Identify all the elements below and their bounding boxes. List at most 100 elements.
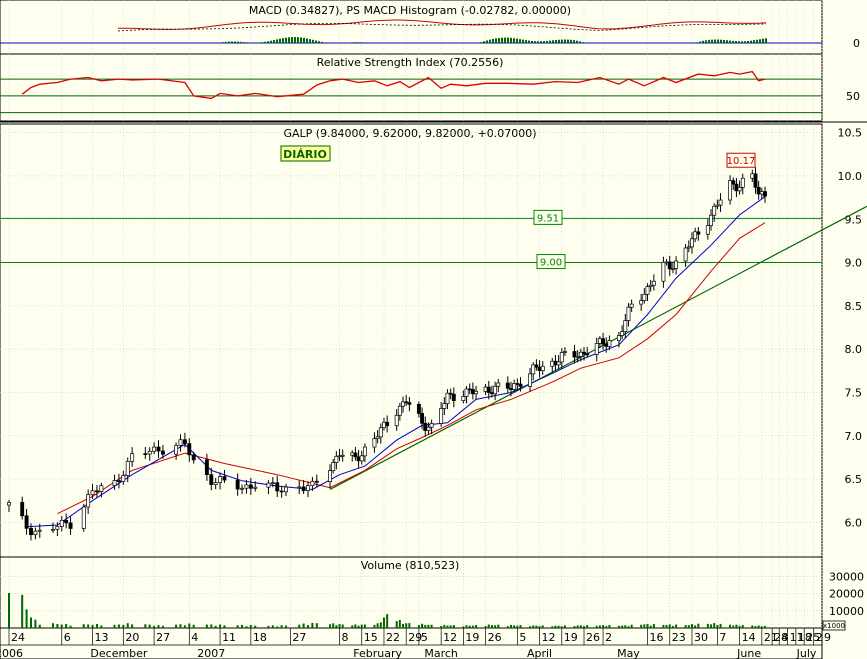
rsi-line xyxy=(21,70,766,100)
volume-bar xyxy=(376,623,379,628)
volume-bar xyxy=(100,625,103,628)
macd-histogram-bar xyxy=(759,39,761,43)
volume-layer: 30000 20000 10000 xyxy=(0,571,864,628)
volume-bar xyxy=(214,625,217,628)
macd-histogram-bar xyxy=(549,40,551,43)
candle-body xyxy=(235,479,240,490)
volume-bar xyxy=(245,626,248,628)
candle-body xyxy=(429,423,434,428)
macd-histogram-bar xyxy=(525,40,527,43)
candle-body xyxy=(737,187,742,192)
volume-bar xyxy=(583,626,586,628)
volume-bar xyxy=(131,624,134,628)
candle-body xyxy=(540,365,545,371)
volume-bar xyxy=(551,626,554,628)
volume-bar xyxy=(219,624,222,628)
volume-bar xyxy=(617,625,620,628)
candle-body xyxy=(340,454,345,457)
macd-histogram-bar xyxy=(261,42,263,43)
volume-bar xyxy=(417,625,420,628)
macd-histogram-bar xyxy=(273,40,275,43)
candle-body xyxy=(407,402,412,405)
macd-histogram-bar xyxy=(534,41,536,43)
volume-bar xyxy=(236,625,239,628)
candle-body xyxy=(474,390,479,395)
candle-body xyxy=(728,180,733,201)
candle-body xyxy=(362,446,367,457)
x-tick-label: 27 xyxy=(156,631,170,644)
candle-body xyxy=(156,446,161,452)
macd-histogram-bar xyxy=(528,40,530,43)
candle-body xyxy=(420,413,425,424)
price-tick-label: 10.5 xyxy=(838,127,863,140)
volume-bar xyxy=(684,625,687,628)
macd-histogram-bar xyxy=(249,42,251,43)
candle-body xyxy=(753,173,758,188)
candle-body xyxy=(213,482,218,485)
volume-bar xyxy=(643,624,646,628)
volume-bar xyxy=(188,623,191,628)
candle-body xyxy=(604,343,609,347)
volume-bar xyxy=(573,626,576,628)
macd-histogram-bar xyxy=(696,42,698,43)
macd-histogram-bar xyxy=(522,39,524,43)
macd-histogram-bar xyxy=(570,39,572,43)
volume-bar xyxy=(382,617,385,628)
macd-histogram-bar xyxy=(495,38,497,43)
macd-histogram-bar xyxy=(300,37,302,43)
candle-body xyxy=(705,225,710,235)
candle-body xyxy=(629,303,634,308)
macd-histogram-bar xyxy=(717,39,719,43)
macd-histogram-bar xyxy=(498,37,500,43)
volume-bar xyxy=(398,619,401,628)
x-month-label: May xyxy=(617,647,640,659)
candle-body xyxy=(51,528,55,531)
price-tick-label: 8.0 xyxy=(845,343,863,356)
candle-body xyxy=(489,392,494,395)
volume-bar xyxy=(627,626,630,628)
price-panel xyxy=(0,123,823,558)
candle-body xyxy=(244,484,249,489)
volume-bar xyxy=(640,624,643,628)
volume-bar xyxy=(449,625,452,628)
volume-bar xyxy=(586,625,589,628)
volume-bar xyxy=(65,623,68,628)
volume-bar xyxy=(276,626,279,628)
candle-body xyxy=(759,191,764,195)
volume-bar xyxy=(751,625,754,628)
volume-bar xyxy=(430,624,433,628)
macd-histogram-bar xyxy=(513,38,515,43)
volume-bar xyxy=(395,621,398,628)
macd-histogram-bar xyxy=(741,41,743,43)
macd-histogram-bar xyxy=(267,41,269,43)
volume-bar xyxy=(462,626,465,628)
macd-histogram-bar xyxy=(297,37,299,43)
volume-bar xyxy=(446,625,449,628)
macd-histogram-bar xyxy=(699,41,701,43)
candle-body xyxy=(740,177,745,188)
volume-bar xyxy=(697,623,700,628)
macd-histogram-bar xyxy=(537,41,539,43)
x-tick-label: 8 xyxy=(342,631,349,644)
macd-histogram-bar xyxy=(321,41,323,43)
x-tick-label: 22 xyxy=(386,631,400,644)
volume-bar xyxy=(424,625,427,628)
candle-body xyxy=(24,515,29,529)
candle-body xyxy=(531,364,536,375)
rsi-layer: 50 xyxy=(0,70,860,114)
x-tick-label: 11 xyxy=(222,631,236,644)
volume-bar xyxy=(760,626,763,628)
volume-bar xyxy=(267,625,270,628)
candle-body xyxy=(712,205,717,216)
candle-body xyxy=(464,388,469,397)
volume-title: Volume (810,523) xyxy=(361,559,459,572)
volume-bar xyxy=(161,625,164,628)
candle-body xyxy=(642,294,647,301)
candle-body xyxy=(121,475,126,482)
volume-bar xyxy=(741,625,744,628)
volume-bar xyxy=(621,625,624,628)
volume-bar xyxy=(608,625,611,628)
candle-body xyxy=(314,480,319,483)
volume-bar xyxy=(452,625,455,628)
candle-body xyxy=(331,462,336,472)
